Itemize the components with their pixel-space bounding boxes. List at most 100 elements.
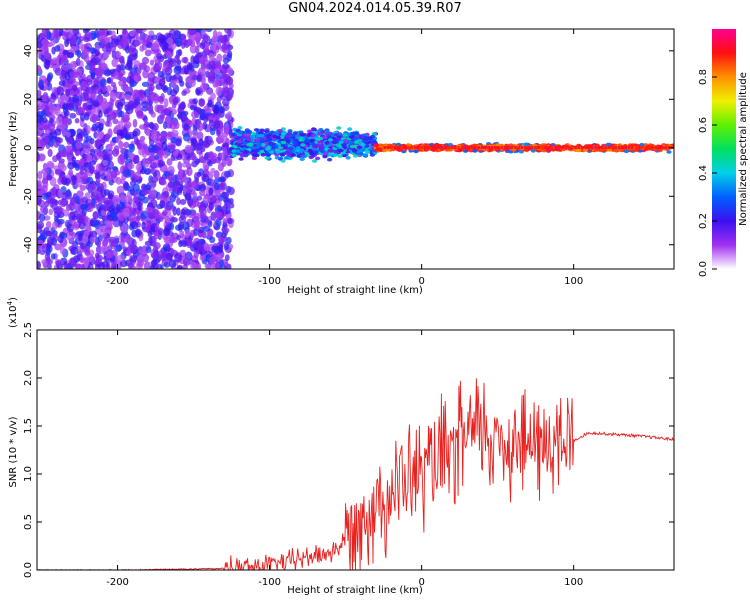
- spectrogram-ridge-cell: [477, 146, 480, 149]
- spectrogram-cell: [219, 35, 226, 43]
- spectrogram-ridge-cell: [567, 146, 571, 149]
- spectrogram-cell: [342, 133, 348, 137]
- spectrogram-cell: [210, 155, 218, 164]
- spectrogram-ridge-cell: [574, 146, 577, 149]
- spectrogram-ridge-cell: [621, 146, 624, 149]
- spectrogram-cell: [154, 211, 162, 219]
- spectrogram-cell: [122, 29, 127, 35]
- spectrogram-cell: [84, 192, 91, 200]
- spectrogram-cell: [162, 108, 169, 116]
- spectrogram-cell: [69, 71, 78, 79]
- spectrogram-ridge-cell: [554, 146, 557, 149]
- spectrogram-cell: [301, 154, 307, 159]
- spectrogram-cell: [109, 44, 117, 53]
- spectrogram-cell: [175, 180, 184, 187]
- spectrogram-ridge-cell: [540, 146, 544, 149]
- spectrogram-cell: [99, 220, 105, 227]
- spectrogram-cell: [103, 52, 110, 59]
- spectrogram-cell: [80, 203, 88, 210]
- spectrogram-cell: [170, 80, 177, 89]
- spectrogram-cell: [133, 154, 140, 164]
- snr-y-exponent: (x104): [6, 297, 19, 328]
- spectrogram-cell: [51, 201, 58, 211]
- spectrogram-cell: [176, 197, 181, 206]
- spectrogram-ridge-cell: [480, 146, 484, 149]
- spectrogram-cell: [176, 265, 183, 269]
- spectrogram-cell: [123, 115, 130, 123]
- spectrogram-cell: [47, 195, 56, 204]
- spectrogram-cell: [149, 59, 155, 66]
- spectrogram-cell: [229, 197, 234, 205]
- spectrogram-cell: [203, 242, 209, 251]
- spectrogram-cell: [42, 173, 48, 181]
- spectrogram-cell: [100, 210, 107, 217]
- spectrogram-cell: [254, 148, 260, 152]
- spectrogram-cell: [39, 249, 46, 256]
- x-tick-label: 100: [564, 577, 583, 588]
- spectrogram-cell: [173, 65, 182, 75]
- spectrogram-cell: [80, 92, 88, 102]
- spectrogram-cell: [62, 106, 69, 114]
- spectrogram-ridge-cell: [410, 146, 413, 149]
- spectrogram-cell: [129, 42, 137, 53]
- spectrogram-cell: [576, 148, 582, 153]
- spectrogram-cell: [174, 55, 180, 64]
- spectrogram-cell: [377, 147, 383, 151]
- spectrogram-cell: [42, 40, 50, 46]
- spectrogram-cell: [172, 97, 179, 106]
- spectrogram-cell: [136, 29, 142, 34]
- spectrogram-cell: [193, 172, 200, 181]
- spectrogram-cell: [80, 80, 88, 91]
- spectrogram-ridge-cell: [453, 146, 457, 149]
- y-tick-label: -40: [23, 237, 34, 253]
- spectrogram-cell: [259, 128, 265, 133]
- spectrogram-cell: [137, 144, 142, 150]
- spectrogram-cell: [70, 45, 77, 53]
- spectrogram-ridge-cell: [507, 146, 510, 149]
- spectrogram-cell: [162, 150, 169, 159]
- spectrogram-cell: [142, 115, 148, 123]
- spectrogram-cell: [170, 217, 178, 223]
- spectrogram-cell: [192, 98, 198, 105]
- spectrogram-ridge-cell: [664, 146, 668, 149]
- spectrogram-cell: [202, 196, 211, 204]
- spectrogram-cell: [186, 38, 193, 47]
- spectrogram-cell: [45, 230, 53, 237]
- spectrogram-cell: [48, 103, 55, 113]
- spectrogram-cell: [213, 170, 220, 179]
- spectrogram-cell: [46, 74, 52, 83]
- spectrogram-cell: [99, 78, 107, 88]
- spectrogram-cell: [217, 162, 224, 172]
- spectrogram-ridge-cell: [604, 146, 607, 149]
- spectrogram-cell: [318, 140, 324, 144]
- colorbar-tick-label: 0.0: [698, 261, 709, 277]
- spectrogram-y-label: Frequency (Hz): [8, 111, 19, 187]
- spectrogram-cell: [105, 143, 113, 152]
- spectrogram-cell: [170, 136, 178, 144]
- spectrogram-ridge-cell: [443, 146, 447, 149]
- y-tick-label: 0.5: [23, 514, 34, 530]
- spectrogram-cell: [337, 154, 343, 158]
- spectrogram-cell: [222, 146, 228, 153]
- spectrogram-cell: [86, 97, 93, 104]
- spectrogram-cell: [117, 155, 126, 165]
- spectrogram-cell: [623, 149, 630, 154]
- spectrogram-cell: [144, 49, 152, 57]
- spectrogram-cell: [145, 103, 152, 111]
- spectrogram-cell: [221, 191, 230, 199]
- spectrogram-ridge-cell: [400, 146, 403, 149]
- spectrogram-cell: [44, 52, 51, 60]
- spectrogram-cell: [159, 114, 165, 120]
- spectrogram-cell: [54, 168, 63, 175]
- spectrogram-cell: [219, 181, 227, 191]
- spectrogram-cell: [74, 203, 82, 213]
- spectrogram-cell: [192, 263, 201, 269]
- spectrogram-cell: [116, 129, 124, 137]
- spectrogram-ridge-cell: [520, 146, 524, 149]
- spectrogram-cell: [165, 115, 172, 123]
- spectrogram-cell: [176, 186, 183, 194]
- spectrogram-cell: [328, 138, 334, 142]
- spectrogram-marks: [37, 29, 674, 269]
- spectrogram-cell: [39, 33, 46, 39]
- spectrogram-cell: [133, 75, 139, 82]
